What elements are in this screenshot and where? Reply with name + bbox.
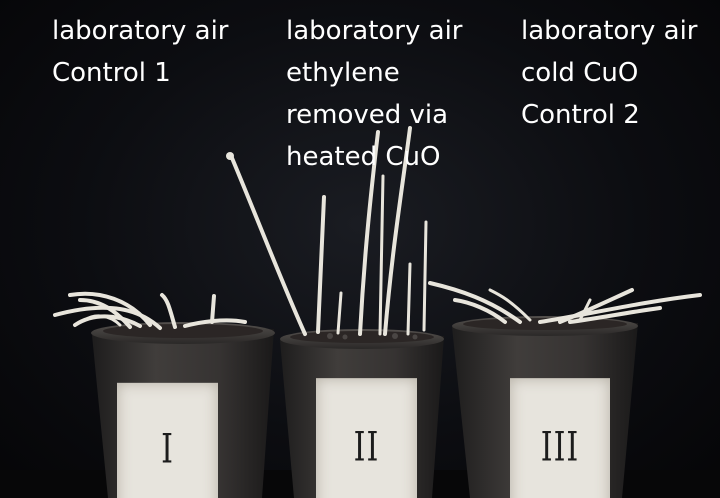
soil-pot-2 — [327, 333, 418, 340]
seedlings-pot-1 — [53, 291, 247, 330]
caption-ethylene-removed: laboratory air ethylene removed via heat… — [286, 16, 463, 172]
seedlings-pot-2 — [226, 126, 428, 336]
caption-control-2: laboratory air cold CuO Control 2 — [521, 16, 698, 130]
pot-label-card-2: II — [316, 378, 417, 498]
pot-label-card-3: III — [510, 378, 610, 498]
pot-label-card-1: I — [117, 382, 218, 498]
caption-control-1: laboratory air Control 1 — [52, 16, 229, 88]
seedlings-pot-3 — [428, 281, 702, 324]
